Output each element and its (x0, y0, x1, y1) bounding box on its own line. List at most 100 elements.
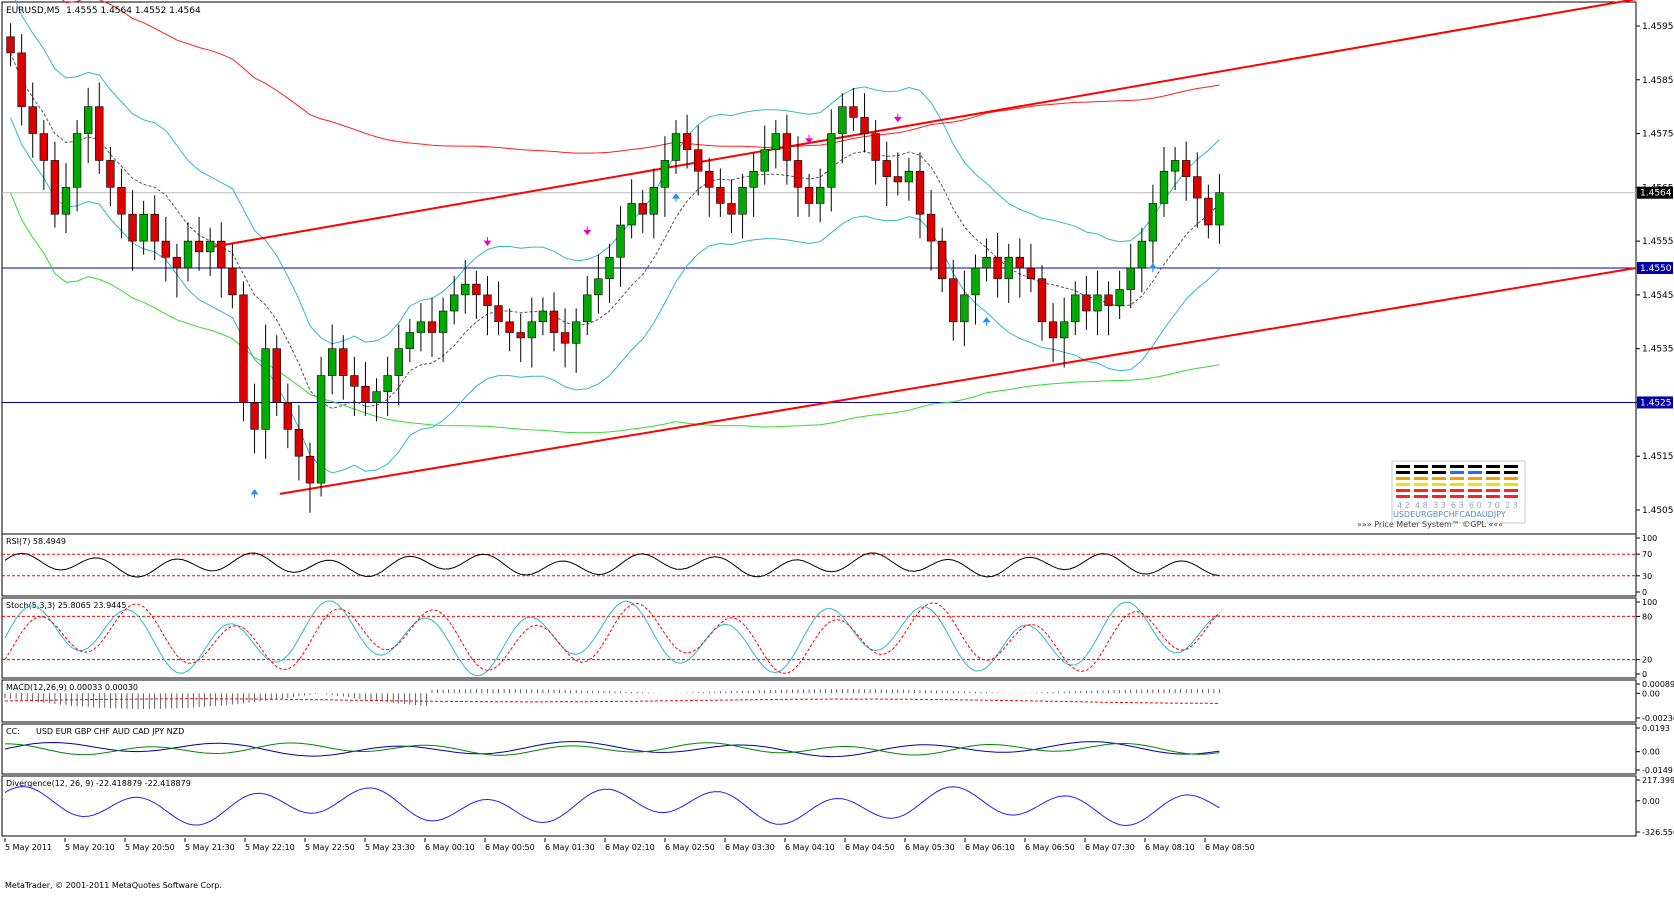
candle[interactable] (571, 308, 581, 373)
candle[interactable] (760, 125, 769, 185)
candle[interactable] (527, 297, 536, 368)
candle[interactable] (305, 442, 315, 513)
candle[interactable] (250, 383, 259, 454)
candle[interactable] (1215, 173, 1224, 244)
candle[interactable] (372, 378, 381, 422)
candle[interactable] (804, 173, 814, 217)
candle[interactable] (394, 324, 403, 406)
candle[interactable] (1093, 270, 1102, 336)
candle[interactable] (771, 120, 780, 169)
candle[interactable] (705, 157, 714, 217)
candle[interactable] (915, 152, 925, 239)
candle[interactable] (904, 157, 914, 201)
candle[interactable] (294, 405, 304, 481)
candle[interactable] (1148, 184, 1158, 271)
candle[interactable] (793, 136, 803, 217)
candle[interactable] (838, 93, 847, 164)
candle[interactable] (727, 179, 736, 234)
candle[interactable] (937, 227, 947, 293)
candle[interactable] (871, 120, 880, 185)
candle[interactable] (1015, 238, 1024, 298)
candle[interactable] (1026, 243, 1036, 293)
candle[interactable] (682, 114, 692, 169)
candle[interactable] (161, 216, 171, 282)
candle[interactable] (461, 259, 470, 314)
candle[interactable] (1115, 270, 1124, 320)
candle[interactable] (416, 302, 426, 352)
main-price-panel[interactable]: EURUSD,M5 1.4555 1.4564 1.4552 1.4564 4 2… (1, 0, 1637, 567)
candle[interactable] (6, 23, 15, 67)
candle[interactable] (893, 152, 902, 196)
candle[interactable] (427, 297, 437, 357)
candle[interactable] (1126, 243, 1135, 309)
candle[interactable] (339, 335, 348, 400)
channel-line[interactable] (279, 267, 1637, 495)
candle[interactable] (1004, 243, 1013, 303)
candle[interactable] (438, 297, 448, 363)
candle[interactable] (139, 200, 148, 255)
rsi-panel[interactable]: 100 70 30 0 RSI(7) 58.4949 (1, 533, 1657, 597)
candle[interactable] (815, 168, 825, 223)
candle[interactable] (494, 281, 503, 336)
candle[interactable] (1104, 281, 1113, 336)
candle[interactable] (1060, 297, 1069, 368)
candle[interactable] (594, 254, 603, 314)
candle[interactable] (1082, 276, 1091, 330)
candle[interactable] (1037, 265, 1047, 341)
candle[interactable] (638, 190, 647, 234)
candle[interactable] (117, 168, 126, 239)
candle[interactable] (316, 356, 326, 497)
candle[interactable] (782, 114, 792, 185)
candle[interactable] (560, 308, 570, 368)
candle[interactable] (860, 93, 869, 153)
candle[interactable] (350, 356, 359, 416)
candle[interactable] (505, 308, 514, 352)
candle[interactable] (50, 141, 60, 228)
candle[interactable] (538, 297, 548, 336)
candle[interactable] (1159, 147, 1169, 217)
candle[interactable] (206, 227, 215, 277)
candle[interactable] (283, 383, 293, 449)
candle[interactable] (28, 82, 37, 158)
candle[interactable] (1048, 302, 1058, 363)
candle[interactable] (738, 173, 747, 239)
candle[interactable] (361, 362, 370, 416)
candle[interactable] (405, 319, 415, 363)
candle[interactable] (1204, 184, 1213, 239)
candle[interactable] (982, 238, 991, 282)
candle[interactable] (649, 168, 658, 239)
candle[interactable] (605, 243, 614, 303)
channel-line[interactable] (214, 0, 1637, 248)
candle[interactable] (549, 292, 559, 352)
candle[interactable] (472, 270, 481, 320)
candle[interactable] (261, 324, 270, 459)
candle[interactable] (971, 254, 980, 325)
candle[interactable] (106, 147, 115, 207)
candle[interactable] (84, 87, 93, 164)
candle[interactable] (716, 168, 725, 217)
candle[interactable] (17, 34, 26, 126)
candle[interactable] (749, 152, 758, 217)
candle[interactable] (960, 270, 969, 346)
candle[interactable] (95, 82, 104, 174)
candle[interactable] (183, 222, 193, 282)
candle[interactable] (217, 222, 226, 298)
candle[interactable] (1071, 281, 1080, 336)
candle[interactable] (61, 163, 71, 234)
candle[interactable] (1170, 147, 1180, 191)
candle[interactable] (583, 276, 592, 336)
candle[interactable] (516, 313, 525, 363)
candle[interactable] (627, 179, 636, 239)
divergence-panel[interactable]: 217.399 0.00 -326.556 Divergence(12, 26, 9)… (1, 775, 1674, 837)
candle[interactable] (239, 281, 248, 422)
candle[interactable] (849, 87, 858, 131)
candle[interactable] (1193, 152, 1202, 228)
candle[interactable] (228, 243, 237, 309)
candle[interactable] (72, 120, 82, 212)
candle[interactable] (383, 356, 392, 416)
candle[interactable] (194, 216, 204, 271)
candle[interactable] (327, 324, 337, 395)
candle[interactable] (483, 276, 492, 336)
